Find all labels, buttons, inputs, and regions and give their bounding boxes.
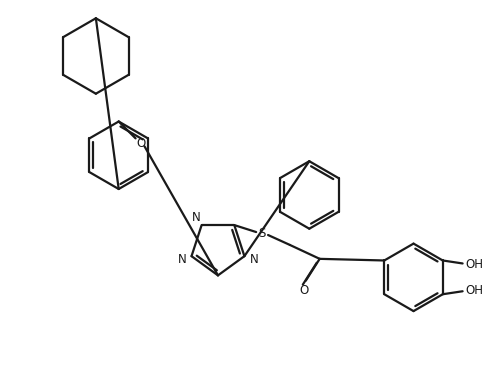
Text: O: O	[136, 137, 145, 150]
Text: O: O	[299, 284, 309, 297]
Text: N: N	[249, 253, 258, 266]
Text: OH: OH	[466, 258, 484, 271]
Text: S: S	[259, 226, 266, 239]
Text: N: N	[178, 253, 187, 266]
Text: N: N	[191, 211, 200, 223]
Text: OH: OH	[466, 284, 484, 297]
